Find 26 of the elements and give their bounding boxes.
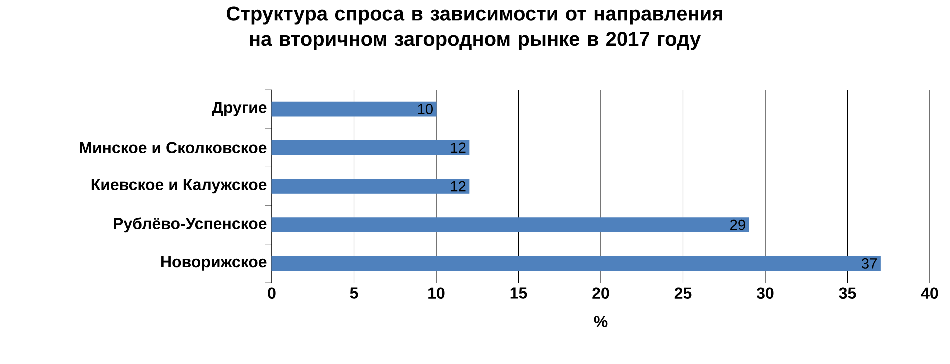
x-tick-label: 0 bbox=[268, 288, 276, 300]
chart-title: Структура спроса в зависимости от направления на вторичном загородном рынке в 2017 году bbox=[227, 6, 722, 50]
data-label: 12 bbox=[451, 181, 466, 192]
y-tick-label: Минское и Сколковское bbox=[80, 142, 267, 154]
data-label: 37 bbox=[862, 258, 877, 269]
x-tick-label: 35 bbox=[839, 288, 856, 300]
y-tick-label: Рублёво-Успенское bbox=[114, 218, 267, 233]
y-tick-label: Новорижское bbox=[162, 256, 267, 271]
y-tick-label: Киевское и Калужское bbox=[92, 179, 267, 194]
bar bbox=[272, 218, 750, 233]
x-tick-label: 40 bbox=[921, 288, 938, 300]
bar bbox=[272, 179, 470, 194]
x-tick-label: 20 bbox=[592, 288, 610, 300]
x-tick-label: 15 bbox=[510, 288, 528, 299]
x-tick-label: 5 bbox=[350, 288, 358, 299]
bar bbox=[272, 140, 470, 156]
y-tick-label: Другие bbox=[212, 102, 267, 116]
x-tick-label: 25 bbox=[674, 288, 692, 300]
x-axis-title: % bbox=[594, 316, 608, 328]
x-tick-label: 30 bbox=[756, 288, 774, 300]
data-label: 29 bbox=[730, 220, 746, 230]
data-label: 12 bbox=[451, 142, 466, 154]
x-tick-label: 10 bbox=[428, 288, 445, 300]
bar bbox=[272, 102, 437, 117]
data-label: 10 bbox=[418, 104, 433, 114]
bar bbox=[272, 256, 881, 272]
